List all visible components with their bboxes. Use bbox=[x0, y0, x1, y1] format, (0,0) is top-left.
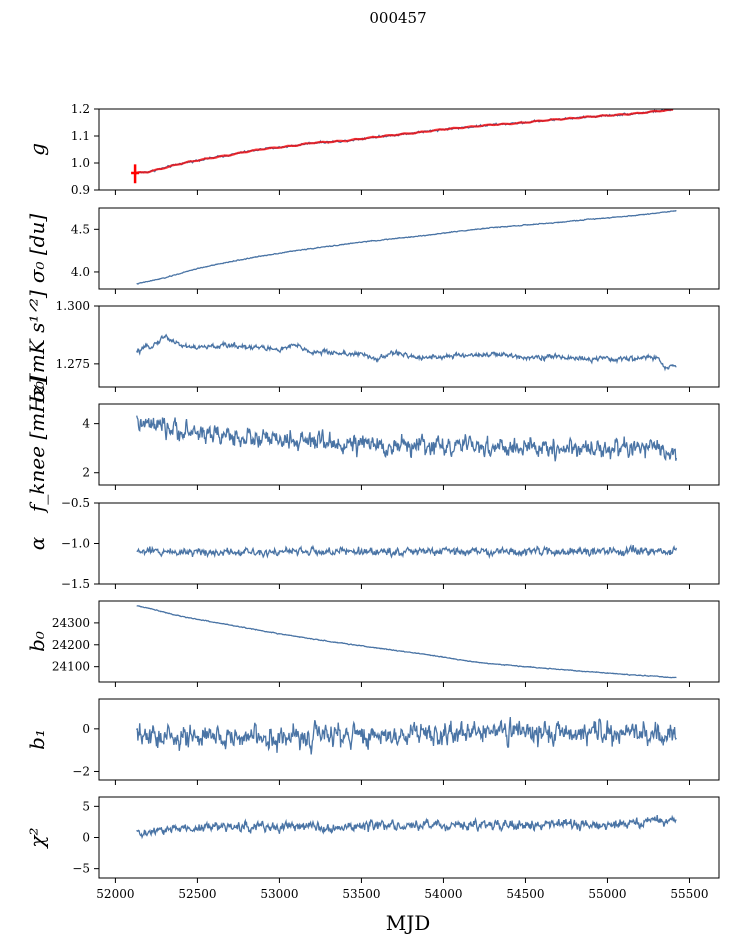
y-axis-label: g bbox=[25, 143, 49, 156]
x-axis-label: MJD bbox=[386, 911, 431, 935]
y-axis-label: χ² bbox=[25, 827, 49, 849]
y-tick-label: 1.300 bbox=[56, 299, 90, 313]
y-axis-label: σ₀[mK s¹ᐟ²] bbox=[25, 290, 49, 403]
series-line-alpha bbox=[136, 543, 678, 560]
series-line-b1 bbox=[136, 716, 677, 755]
series-line-fknee bbox=[136, 415, 678, 462]
axes-frame bbox=[98, 108, 720, 191]
y-tick-label: 1.2 bbox=[71, 102, 90, 116]
axes-frame bbox=[98, 305, 720, 388]
series-line-sigma0_du bbox=[136, 210, 677, 285]
x-tick-label: 52000 bbox=[96, 887, 134, 901]
series-line-chi2 bbox=[136, 814, 677, 840]
series-line-sigma0_mk bbox=[136, 333, 677, 372]
y-tick-label: 4 bbox=[82, 417, 90, 431]
y-axis-label: b₀ bbox=[25, 631, 49, 652]
panel-fknee: 2 4 f_knee [mHz] bbox=[25, 377, 720, 514]
y-tick-label: 1.275 bbox=[56, 357, 90, 371]
y-tick-label: 24300 bbox=[52, 616, 90, 630]
y-axis-label: b₁ bbox=[25, 729, 49, 750]
axes-frame bbox=[98, 600, 720, 683]
panels: 0.9 1.0 1.1 1.2 g 4.0 4.5 σ₀ [du] 1.275 1.300 σ₀[m… bbox=[25, 102, 720, 901]
x-tick-label: 52500 bbox=[178, 887, 216, 901]
x-tick-label: 53000 bbox=[260, 887, 298, 901]
y-tick-label: −1.5 bbox=[61, 577, 90, 591]
y-tick-label: 4.0 bbox=[71, 265, 90, 279]
axes-frame bbox=[98, 207, 720, 290]
y-tick-label: 0 bbox=[82, 831, 90, 845]
panel-sigma0_mk: 1.275 1.300 σ₀[mK s¹ᐟ²] bbox=[25, 290, 720, 403]
panel-alpha: −1.5 −1.0 −0.5 α bbox=[25, 496, 720, 591]
panel-chi2: −5 0 5 52000 52500 53000 53500 54000 54500 55000 5… bbox=[25, 796, 720, 901]
y-tick-label: 0 bbox=[82, 722, 90, 736]
x-tick-label: 53500 bbox=[342, 887, 380, 901]
y-axis-label: α bbox=[25, 536, 49, 550]
y-tick-label: −2 bbox=[72, 764, 90, 778]
y-tick-label: 4.5 bbox=[71, 222, 90, 236]
y-tick-label: 0.9 bbox=[71, 183, 90, 197]
x-tick-label: 55500 bbox=[670, 887, 708, 901]
y-tick-label: −1.0 bbox=[61, 537, 90, 551]
axes-frame bbox=[98, 698, 720, 781]
y-tick-label: 24200 bbox=[52, 638, 90, 652]
axes-frame bbox=[98, 796, 720, 879]
series-line-b0 bbox=[136, 605, 677, 679]
y-axis-label: σ₀ [du] bbox=[25, 214, 49, 284]
y-tick-label: −0.5 bbox=[61, 496, 90, 510]
axes-frame bbox=[98, 502, 720, 585]
figure-title: 000457 bbox=[369, 9, 426, 27]
series-line-g bbox=[134, 109, 674, 175]
axes-frame bbox=[98, 403, 720, 486]
x-tick-label: 54000 bbox=[424, 887, 462, 901]
y-tick-label: 1.1 bbox=[71, 129, 90, 143]
panel-b1: −2 0 b₁ bbox=[25, 698, 720, 785]
y-axis-label: f_knee [mHz] bbox=[25, 377, 49, 514]
panel-sigma0_du: 4.0 4.5 σ₀ [du] bbox=[25, 207, 720, 294]
y-tick-label: 1.0 bbox=[71, 156, 90, 170]
overlay-line bbox=[134, 109, 674, 175]
y-tick-label: 24100 bbox=[52, 660, 90, 674]
y-tick-label: 5 bbox=[82, 799, 90, 813]
y-tick-label: −5 bbox=[72, 862, 90, 876]
y-tick-label: 2 bbox=[82, 466, 90, 480]
panel-g: 0.9 1.0 1.1 1.2 g bbox=[25, 102, 720, 197]
x-tick-label: 55000 bbox=[588, 887, 626, 901]
x-tick-label: 54500 bbox=[506, 887, 544, 901]
